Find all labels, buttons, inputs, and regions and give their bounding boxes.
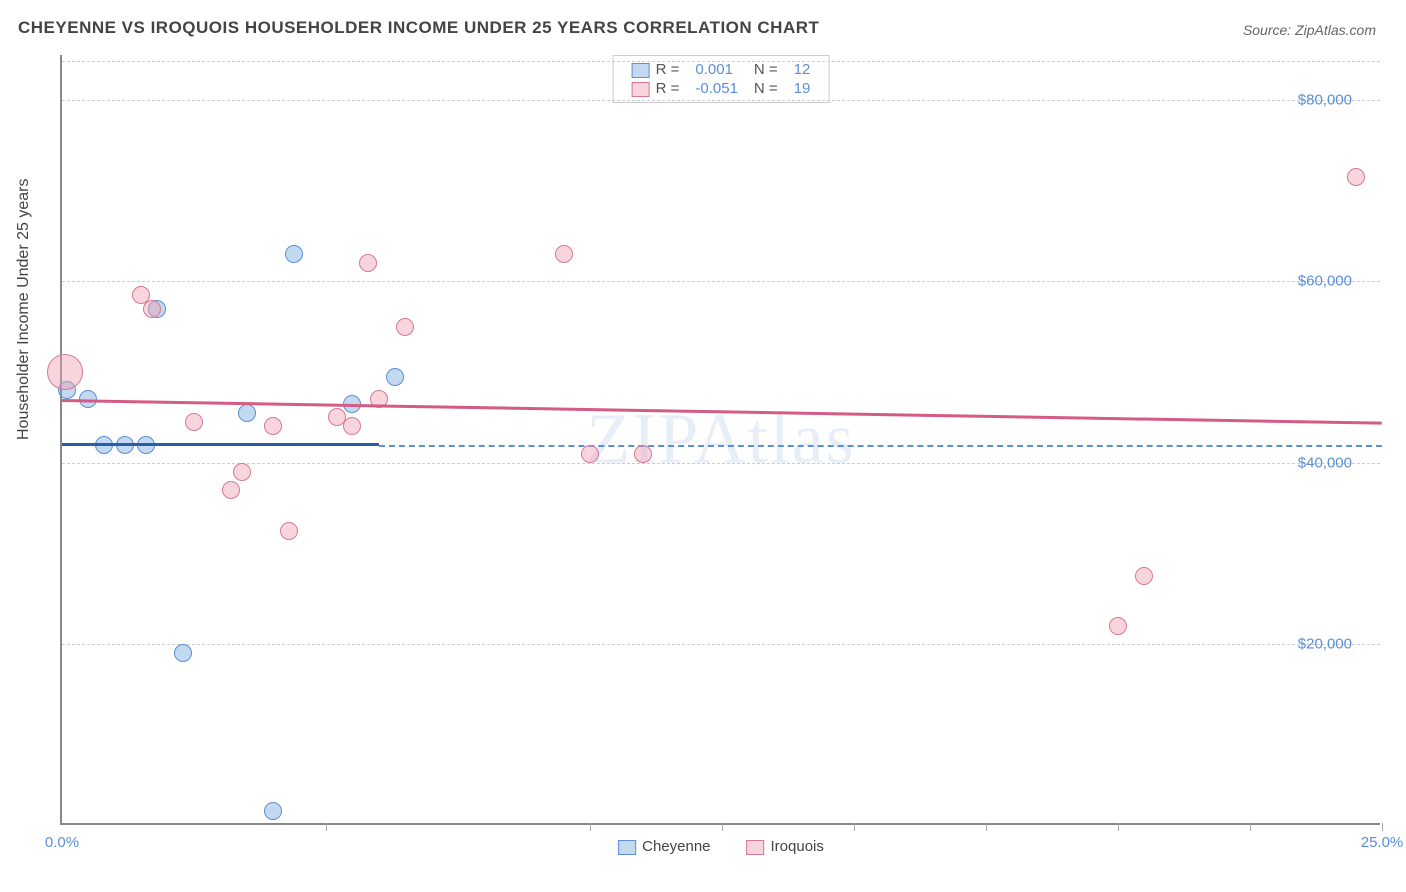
data-point: [143, 300, 161, 318]
gridline-h: [62, 644, 1380, 645]
data-point: [285, 245, 303, 263]
data-point: [174, 644, 192, 662]
plot-area: ZIPAtlas R =0.001N =12R =-0.051N =19 Che…: [60, 55, 1380, 825]
data-point: [1347, 168, 1365, 186]
data-point: [280, 522, 298, 540]
data-point: [359, 254, 377, 272]
y-tick-label: $40,000: [1298, 454, 1352, 471]
data-point: [555, 245, 573, 263]
data-point: [47, 354, 83, 390]
x-tick-label: 25.0%: [1361, 834, 1404, 851]
x-tick: [854, 823, 855, 831]
reference-line: [379, 445, 1382, 447]
y-tick-label: $60,000: [1298, 273, 1352, 290]
y-axis-label: Householder Income Under 25 years: [15, 179, 33, 440]
data-point: [581, 445, 599, 463]
x-tick: [986, 823, 987, 831]
chart-title: CHEYENNE VS IROQUOIS HOUSEHOLDER INCOME …: [18, 18, 819, 38]
x-tick: [590, 823, 591, 831]
chart-container: CHEYENNE VS IROQUOIS HOUSEHOLDER INCOME …: [0, 0, 1406, 892]
data-point: [233, 463, 251, 481]
source-attribution: Source: ZipAtlas.com: [1243, 22, 1376, 38]
data-point: [1135, 567, 1153, 585]
data-point: [386, 368, 404, 386]
x-tick: [722, 823, 723, 831]
gridline-h: [62, 463, 1380, 464]
y-tick-label: $80,000: [1298, 92, 1352, 109]
correlation-legend: R =0.001N =12R =-0.051N =19: [613, 55, 830, 103]
legend-row: R =0.001N =12: [624, 60, 819, 79]
legend-item: Cheyenne: [618, 838, 710, 855]
gridline-h: [62, 100, 1380, 101]
x-tick: [1382, 823, 1383, 831]
data-point: [264, 802, 282, 820]
gridline-h: [62, 61, 1380, 62]
data-point: [238, 404, 256, 422]
data-point: [222, 481, 240, 499]
data-point: [264, 417, 282, 435]
trend-line: [62, 443, 379, 446]
trend-line: [62, 399, 1382, 425]
series-legend: Cheyenne Iroquois: [600, 838, 842, 855]
data-point: [634, 445, 652, 463]
legend-row: R =-0.051N =19: [624, 79, 819, 98]
legend-swatch: [632, 82, 650, 97]
legend-label: Cheyenne: [642, 838, 710, 855]
data-point: [1109, 617, 1127, 635]
gridline-h: [62, 281, 1380, 282]
x-tick-label: 0.0%: [45, 834, 79, 851]
legend-swatch: [747, 840, 765, 855]
x-tick: [1250, 823, 1251, 831]
legend-label: Iroquois: [771, 838, 824, 855]
x-tick: [1118, 823, 1119, 831]
legend-swatch: [618, 840, 636, 855]
data-point: [396, 318, 414, 336]
x-tick: [326, 823, 327, 831]
y-tick-label: $20,000: [1298, 635, 1352, 652]
legend-swatch: [632, 63, 650, 78]
data-point: [343, 417, 361, 435]
data-point: [185, 413, 203, 431]
legend-item: Iroquois: [747, 838, 824, 855]
